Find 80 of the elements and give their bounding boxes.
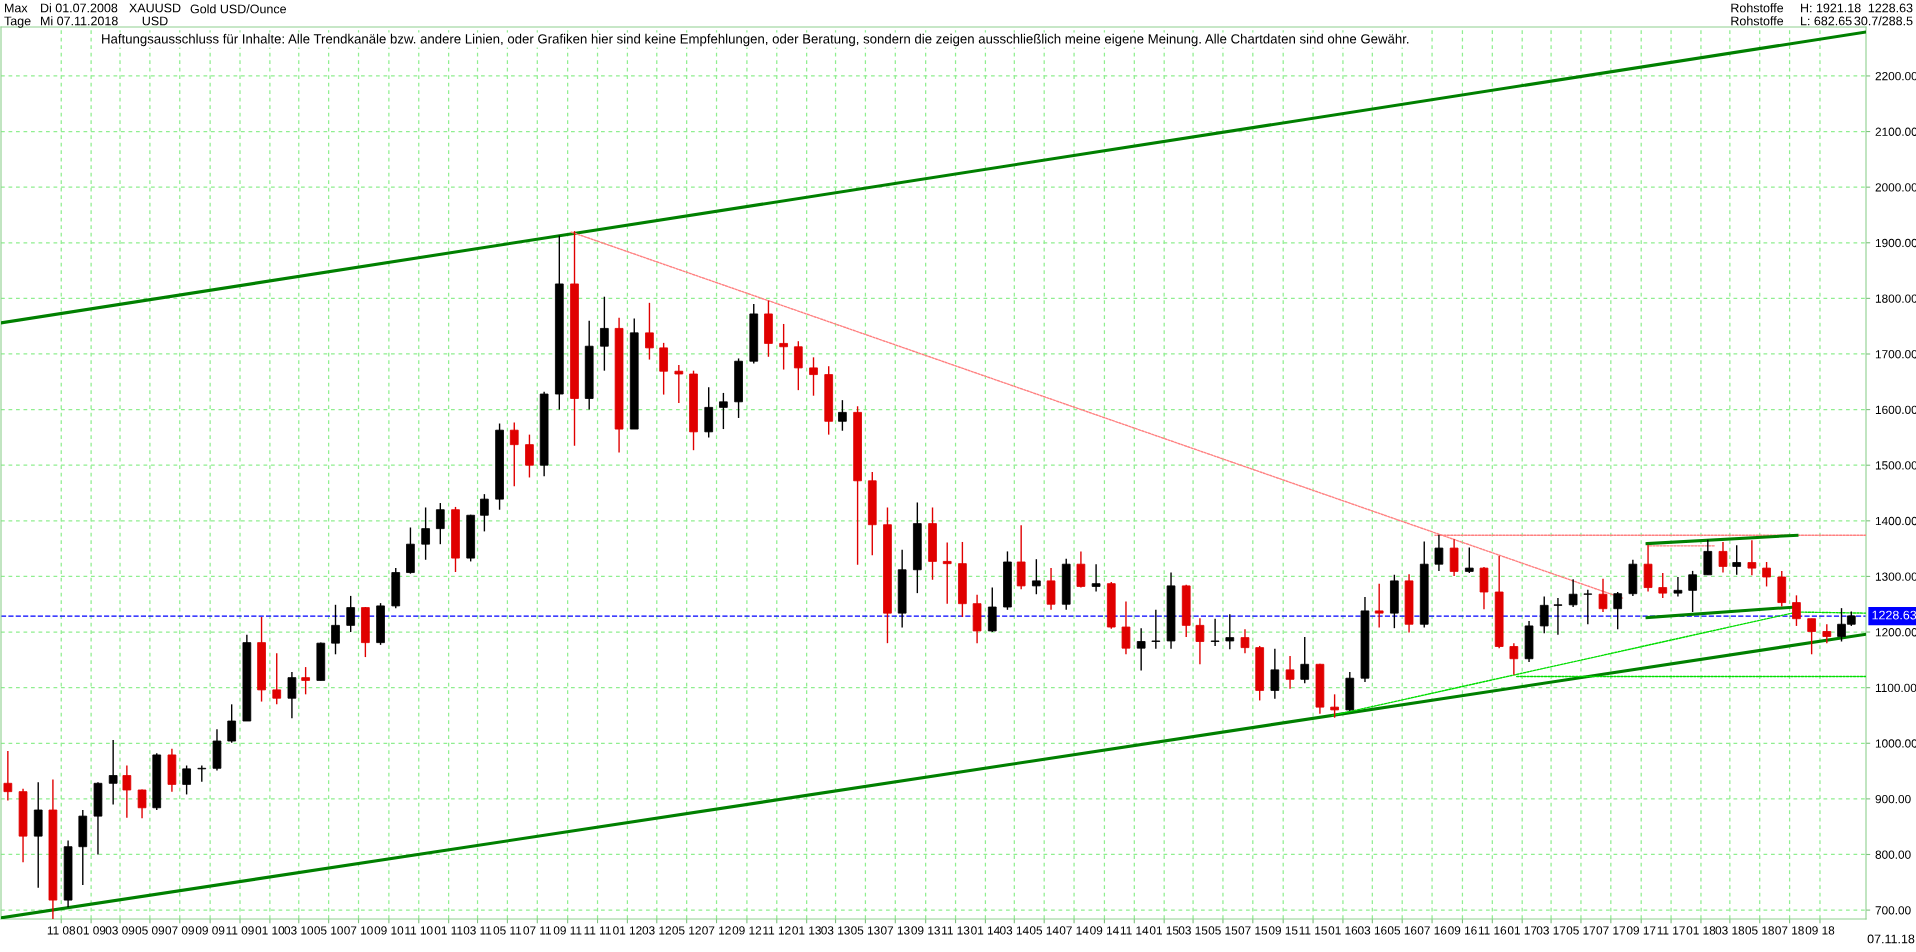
x-tick-label: 01 18: [1686, 926, 1716, 935]
x-tick-label: 11 16: [1478, 926, 1507, 935]
x-tick-label: 11 10: [405, 926, 433, 935]
x-tick-label: 07 14: [1059, 926, 1089, 935]
y-tick-label: 700.00: [1875, 906, 1911, 915]
x-tick-label: 05 16: [1387, 926, 1417, 935]
x-tick-label: 03 09: [105, 926, 135, 935]
x-tick-label: 03 10: [284, 926, 314, 935]
x-tick-label: 01 11: [434, 926, 463, 935]
x-tick-label: 11 15: [1299, 926, 1327, 935]
x-tick-label: 05 11: [493, 926, 522, 935]
x-tick-label: 05 15: [1208, 926, 1238, 935]
x-tick-label: 07 11: [523, 926, 552, 935]
x-tick-label: 11 08: [47, 926, 76, 935]
text: USD: [142, 16, 168, 26]
x-tick-label: 09 11: [553, 926, 582, 935]
x-tick-label: 11 13: [942, 926, 970, 935]
text: Rohstoffe: [1731, 16, 1784, 26]
chart-title: Gold USD/Ounce: [190, 4, 287, 14]
x-tick-label: 01 16: [1328, 926, 1358, 935]
x-tick-label: 05 14: [1029, 926, 1059, 935]
x-tick-label: 11 14: [1120, 926, 1149, 935]
text: 1228.63: [1868, 3, 1913, 13]
ref-line-label: 1228.63: [1872, 610, 1916, 620]
x-tick-label: 03 16: [1358, 926, 1387, 935]
x-tick-label: 03 14: [1000, 926, 1029, 935]
x-tick-label: 05 13: [851, 926, 880, 935]
annotation: Tage: [4, 16, 31, 28]
x-tick-label: 11 09: [226, 926, 254, 935]
x-tick-label: 09 09: [195, 926, 225, 935]
text: 30.7/288.5: [1854, 16, 1913, 26]
text: Max: [5, 3, 28, 13]
x-tick-label: 05 09: [135, 926, 165, 935]
x-tick-label: 11 17: [1657, 926, 1685, 935]
x-tick-label: 05 17: [1566, 926, 1596, 935]
x-tick-label: 09 16: [1448, 926, 1477, 935]
x-tick-label: 05 10: [314, 926, 343, 935]
x-tick-label: 05 12: [672, 926, 701, 935]
text: Di 01.07.2008: [41, 3, 118, 13]
x-tick-label: 09 13: [911, 926, 940, 935]
x-tick-label: 09 15: [1268, 926, 1298, 935]
text: 07.11.18: [1867, 934, 1915, 944]
x-tick-label: 09 10: [374, 926, 404, 935]
x-tick-label: 07 12: [702, 926, 731, 935]
x-tick-label: 07 09: [165, 926, 194, 935]
x-tick-label: 07 15: [1238, 926, 1268, 935]
x-tick-label: 03 11: [463, 926, 492, 935]
y-tick-label: 900.00: [1875, 794, 1911, 804]
x-tick-label: 07 13: [880, 926, 910, 935]
x-tick-label: 03 12: [642, 926, 671, 935]
x-tick-label: 01 09: [76, 926, 106, 935]
text: H: 1921.18: [1801, 3, 1861, 13]
x-tick-label: 07 18: [1775, 926, 1804, 935]
x-tick-label: 03 15: [1178, 926, 1208, 935]
x-tick-label: 01 15: [1149, 926, 1179, 935]
x-tick-label: 01 14: [971, 926, 1000, 935]
x-tick-label: 01 17: [1507, 926, 1537, 935]
y-tick-label: 1100.00: [1875, 683, 1916, 693]
x-tick-label: 05 18: [1745, 926, 1774, 935]
x-tick-label: 09 14: [1090, 926, 1119, 935]
x-tick-label: 03 17: [1536, 926, 1566, 935]
x-tick-label: 09 18: [1805, 926, 1835, 935]
x-tick-label: 11 12: [763, 926, 791, 935]
chart-subtitle: Haftungsausschluss für Inhalte: Alle Trendkanäle bzw. andere Linien, oder Grafiken hier sind keine Empfehlungen, oder Beratung, sondern die zeigen ausschließlich meine eigene Meinung. Alle Chartdaten sind ohne Gewähr.: [102, 33, 1409, 47]
x-tick-label: 11 11: [584, 926, 611, 935]
text: Mi 07.11.2018: [41, 16, 118, 26]
x-tick-label: 03 13: [821, 926, 850, 935]
x-tick-label: 01 12: [613, 926, 642, 935]
x-tick-label: 07 16: [1417, 926, 1447, 935]
x-tick-label: 07 17: [1596, 926, 1626, 935]
x-tick-label: 07 10: [344, 926, 373, 935]
x-tick-label: 09 12: [732, 926, 762, 935]
y-tick-label: 800.00: [1875, 850, 1911, 859]
text: Rohstoffe: [1731, 3, 1784, 13]
x-tick-label: 03 18: [1715, 926, 1745, 935]
x-tick-label: 09 17: [1626, 926, 1656, 935]
x-tick-label: 01 13: [792, 926, 821, 935]
text: L: 682.65: [1801, 16, 1852, 26]
text: XAUUSD: [129, 3, 181, 13]
x-tick-label: 01 10: [255, 926, 285, 935]
